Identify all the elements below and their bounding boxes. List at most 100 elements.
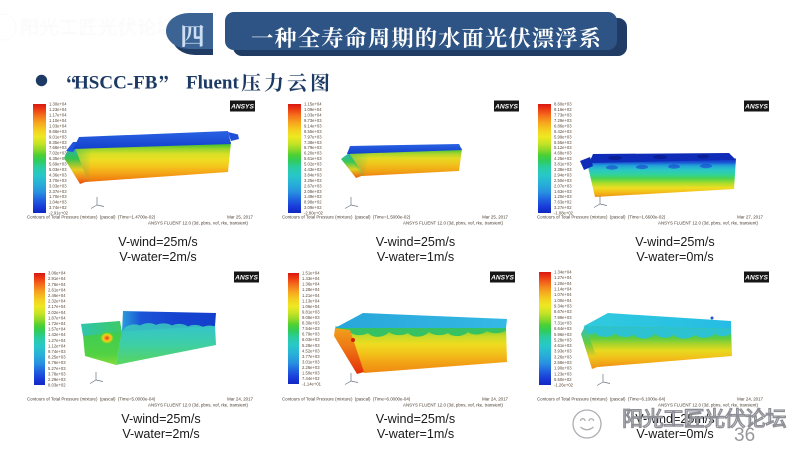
svg-text:6.79e+03: 6.79e+03 [304,145,322,150]
svg-text:5.96e+03: 5.96e+03 [554,332,572,337]
svg-text:ANSYS: ANSYS [234,275,258,282]
svg-text:5.03e+03: 5.03e+03 [49,167,67,172]
svg-text:ANSYS FLUENT 12.0 (3d, pbns, v: ANSYS FLUENT 12.0 (3d, pbns, vof, rke, t… [403,403,504,408]
svg-text:1.72e+04: 1.72e+04 [48,321,66,326]
svg-text:2.94e+03: 2.94e+03 [554,172,572,177]
svg-text:1.42e+04: 1.42e+04 [48,332,66,337]
svg-text:V-wind=25m/s: V-wind=25m/s [121,412,200,426]
svg-text:9.01e+03: 9.01e+03 [49,134,67,139]
svg-text:Mar 24, 2017: Mar 24, 2017 [227,397,253,402]
svg-text:Mar 24, 2017: Mar 24, 2017 [737,397,763,402]
svg-text:3.25e+03: 3.25e+03 [304,178,322,183]
svg-text:1.00e+04: 1.00e+04 [554,298,572,303]
svg-text:1.21e+04: 1.21e+04 [302,293,320,298]
svg-text:1.27e+04: 1.27e+04 [48,338,66,343]
svg-text:8.25e+03: 8.25e+03 [48,355,66,360]
svg-text:1.87e+04: 1.87e+04 [48,315,66,320]
svg-text:-1.14e+01: -1.14e+01 [302,382,322,387]
svg-text:Contours of Total Pressure (mi: Contours of Total Pressure (mixture) (pa… [537,397,666,402]
svg-text:5.55e+03: 5.55e+03 [554,140,572,145]
svg-text:2.61e+04: 2.61e+04 [48,287,66,292]
svg-text:-2.91e+02: -2.91e+02 [49,211,69,216]
svg-text:HSCC-FB: HSCC-FB [74,73,158,94]
svg-text:9.14e+03: 9.14e+03 [304,123,322,128]
svg-text:ANSYS: ANSYS [490,275,514,282]
svg-text:7.31e+03: 7.31e+03 [554,321,572,326]
svg-text:V-wind=25m/s: V-wind=25m/s [376,412,455,426]
svg-text:5.61e+03: 5.61e+03 [304,156,322,161]
svg-text:8.03e+02: 8.03e+02 [48,383,66,388]
svg-text:3.38e+03: 3.38e+03 [554,167,572,172]
svg-text:3.77e+03: 3.77e+03 [302,354,320,359]
svg-text:6.76e+03: 6.76e+03 [48,360,66,365]
svg-text:1.36e+04: 1.36e+04 [302,282,320,287]
svg-text:2.26e+03: 2.26e+03 [302,365,320,370]
svg-text:ANSYS: ANSYS [744,104,768,111]
svg-text:9.81e+03: 9.81e+03 [302,310,320,315]
svg-text:5.28e+03: 5.28e+03 [554,337,572,342]
svg-text:Contours of Total Pressure (mi: Contours of Total Pressure (mixture) (pa… [282,397,411,402]
svg-text:1.13e+04: 1.13e+04 [302,298,320,303]
svg-text:Contours of Total Pressure (mi: Contours of Total Pressure (mixture) (pa… [282,215,411,220]
svg-text:ANSYS: ANSYS [230,104,254,111]
svg-text:Contours of Total Pressure (mi: Contours of Total Pressure (mixture) (pa… [27,215,156,220]
svg-text:6.79e+03: 6.79e+03 [302,332,320,337]
svg-text:V-water=1m/s: V-water=1m/s [377,427,454,441]
svg-text:9.06e+03: 9.06e+03 [302,315,320,320]
svg-text:3.09e+02: 3.09e+02 [304,205,322,210]
svg-text:1.14e+04: 1.14e+04 [554,287,572,292]
svg-text:1.06e+04: 1.06e+04 [302,304,320,309]
svg-text:7.68e+03: 7.68e+03 [49,145,67,150]
svg-text:4.43e+03: 4.43e+03 [304,167,322,172]
svg-text:2.08e+03: 2.08e+03 [304,189,322,194]
svg-text:ANSYS: ANSYS [494,104,518,111]
svg-text:1.09e+04: 1.09e+04 [304,107,322,112]
svg-text:8.60e+03: 8.60e+03 [554,102,572,107]
svg-text:Mar 27, 2017: Mar 27, 2017 [737,215,763,220]
svg-text:V-water=1m/s: V-water=1m/s [377,250,454,264]
svg-text:4.52e+03: 4.52e+03 [302,348,320,353]
svg-text:2.02e+04: 2.02e+04 [48,310,66,315]
svg-text:7.63e+02: 7.63e+02 [554,200,572,205]
svg-text:1.03e+04: 1.03e+04 [49,123,67,128]
svg-text:1.23e+04: 1.23e+04 [49,107,67,112]
svg-text:1.43e+04: 1.43e+04 [302,276,320,281]
svg-text:5.12e+03: 5.12e+03 [554,145,572,150]
svg-text:2.17e+04: 2.17e+04 [48,304,66,309]
svg-text:1.15e+04: 1.15e+04 [304,102,322,107]
svg-text:3.81e+03: 3.81e+03 [554,162,572,167]
svg-text:7.97e+03: 7.97e+03 [304,134,322,139]
svg-text:1.04e+03: 1.04e+03 [49,200,67,205]
svg-text:Mar 25, 2017: Mar 25, 2017 [482,215,508,220]
svg-text:5.99e+03: 5.99e+03 [554,134,572,139]
svg-text:3.26e+03: 3.26e+03 [554,354,572,359]
svg-text:2.58e+03: 2.58e+03 [554,360,572,365]
svg-text:5.69e+03: 5.69e+03 [49,162,67,167]
svg-text:3.93e+03: 3.93e+03 [554,349,572,354]
svg-text:6.20e+03: 6.20e+03 [304,151,322,156]
svg-text:5.28e+03: 5.28e+03 [302,343,320,348]
svg-text:8.35e+03: 8.35e+03 [49,140,67,145]
svg-text:2.37e+03: 2.37e+03 [49,189,67,194]
svg-text:1.23e+03: 1.23e+03 [554,371,572,376]
svg-text:7.99e+03: 7.99e+03 [554,315,572,320]
svg-text:3.84e+03: 3.84e+03 [304,172,322,177]
svg-text:1.20e+03: 1.20e+03 [554,194,572,199]
svg-text:2.46e+04: 2.46e+04 [48,293,66,298]
svg-text:2.76e+04: 2.76e+04 [48,282,66,287]
svg-text:1.17e+04: 1.17e+04 [49,113,67,118]
svg-text:3.06e+04: 3.06e+04 [48,271,66,276]
svg-text:3.70e+03: 3.70e+03 [49,178,67,183]
svg-text:2.29e+03: 2.29e+03 [48,377,66,382]
svg-text:6.64e+03: 6.64e+03 [554,326,572,331]
svg-text:ANSYS FLUENT 12.0 (3d, pbns, v: ANSYS FLUENT 12.0 (3d, pbns, vof, rke, t… [148,221,249,226]
svg-text:V-water=0m/s: V-water=0m/s [636,427,713,441]
svg-text:2.91e+04: 2.91e+04 [48,276,66,281]
svg-text:4.61e+03: 4.61e+03 [554,343,572,348]
svg-text:9.68e+03: 9.68e+03 [49,129,67,134]
svg-text:4.25e+03: 4.25e+03 [554,156,572,161]
svg-text:1.57e+04: 1.57e+04 [48,327,66,332]
svg-text:4.68e+03: 4.68e+03 [554,151,572,156]
svg-text:7.38e+03: 7.38e+03 [304,140,322,145]
svg-text:5.50e+02: 5.50e+02 [554,377,572,382]
